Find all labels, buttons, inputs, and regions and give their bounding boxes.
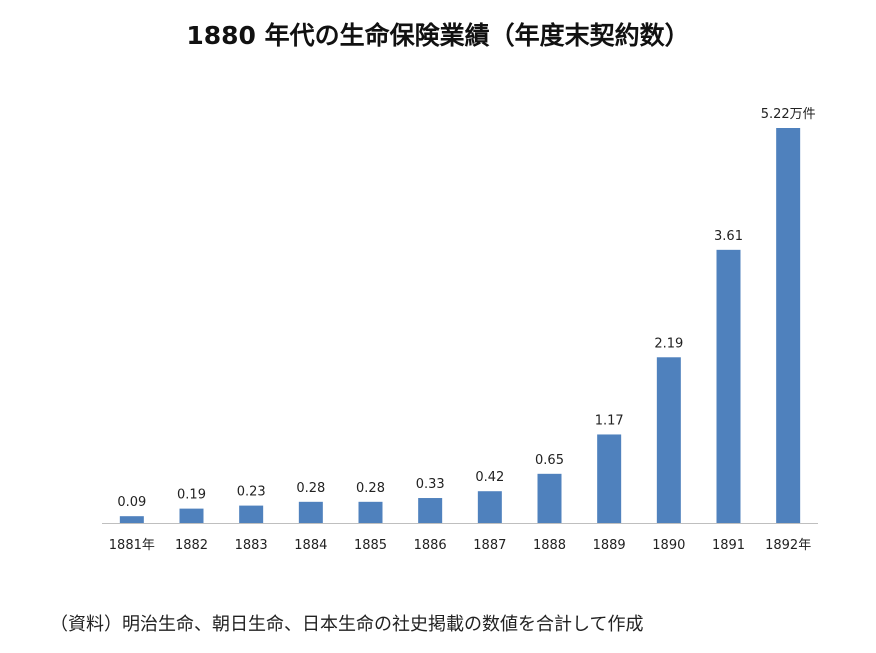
data-label-11: 5.22万件 [761, 107, 816, 122]
bar-5 [418, 498, 443, 523]
data-label-4: 0.28 [356, 481, 385, 496]
bar-7 [537, 473, 562, 523]
x-tick-label-9: 1890 [652, 538, 685, 553]
data-label-1: 0.19 [177, 488, 206, 503]
chart-title: 1880 年代の生命保険業績（年度末契約数） [186, 21, 690, 50]
data-labels-group: 0.09 0.19 0.23 0.28 0.28 0.33 0.42 0.65 1.17 2.19… [117, 107, 815, 510]
bar-1 [179, 508, 204, 523]
data-label-0: 0.09 [117, 495, 146, 510]
bar-11 [776, 128, 801, 523]
x-tick-label-1: 1882 [175, 538, 208, 553]
bar-10 [716, 249, 741, 523]
bar-4 [358, 501, 383, 523]
data-label-3: 0.28 [296, 481, 325, 496]
data-label-7: 0.65 [535, 453, 564, 468]
bars-group [119, 128, 801, 523]
bar-6 [477, 491, 502, 523]
x-tick-label-11: 1892年 [765, 538, 811, 553]
bar-3 [298, 501, 323, 523]
x-tick-label-6: 1887 [473, 538, 506, 553]
x-tick-labels-group: 1881年 1882 1883 1884 1885 1886 1887 1888 1889 189… [109, 538, 811, 553]
x-tick-label-0: 1881年 [109, 538, 155, 553]
data-label-5: 0.33 [416, 477, 445, 492]
bar-0 [119, 516, 144, 523]
x-tick-label-7: 1888 [533, 538, 566, 553]
data-label-9: 2.19 [654, 336, 683, 351]
data-label-8: 1.17 [595, 413, 624, 428]
x-tick-label-4: 1885 [354, 538, 387, 553]
x-tick-label-8: 1889 [593, 538, 626, 553]
bar-chart: 0.09 0.19 0.23 0.28 0.28 0.33 0.42 0.65 1.17 2.19… [102, 107, 818, 553]
x-tick-label-10: 1891 [712, 538, 745, 553]
source-note: （資料）明治生命、朝日生命、日本生命の社史掲載の数値を合計して作成 [50, 614, 644, 635]
data-label-10: 3.61 [714, 229, 743, 244]
x-tick-label-2: 1883 [235, 538, 268, 553]
x-tick-label-5: 1886 [414, 538, 447, 553]
bar-8 [597, 434, 622, 523]
bar-2 [239, 505, 264, 523]
bar-9 [656, 357, 681, 523]
x-tick-label-3: 1884 [294, 538, 327, 553]
data-label-6: 0.42 [475, 470, 504, 485]
data-label-2: 0.23 [237, 485, 266, 500]
